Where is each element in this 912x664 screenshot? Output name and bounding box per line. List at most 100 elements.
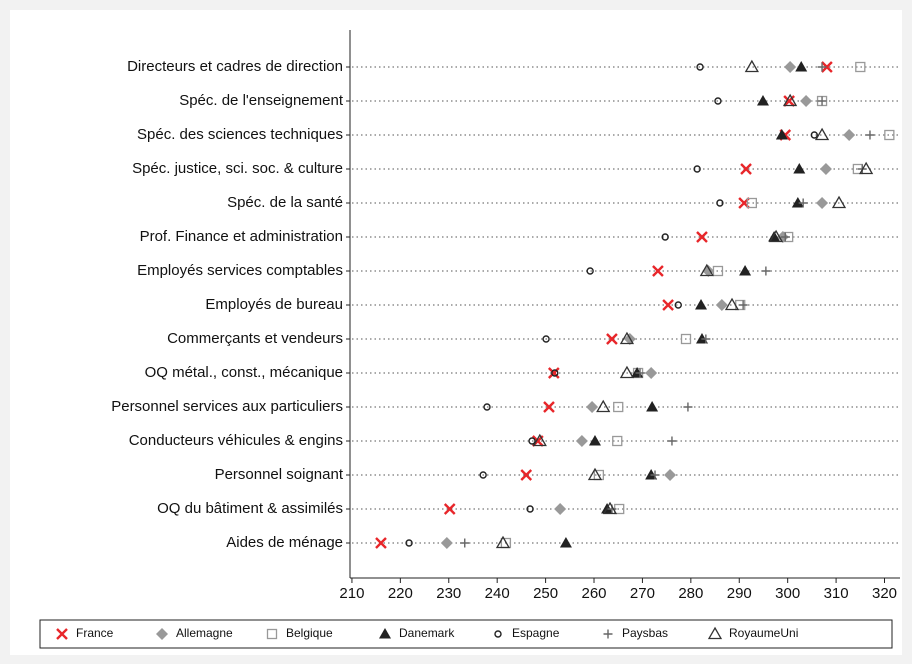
- dot-marker: [443, 503, 456, 515]
- dot-marker: [739, 265, 752, 276]
- dot-marker: [520, 469, 533, 481]
- y-tick-label: OQ du bâtiment & assimilés: [157, 500, 343, 517]
- dot-marker: [855, 61, 866, 73]
- dot-marker: [695, 333, 708, 344]
- dot-marker: [650, 470, 660, 480]
- marker-shape: [884, 129, 895, 141]
- dot-marker: [674, 301, 682, 309]
- y-tick-label: Directeurs et cadres de direction: [127, 58, 343, 75]
- marker-shape: [542, 335, 550, 343]
- marker-shape: [547, 367, 560, 379]
- x-tick-label: 210: [339, 585, 364, 602]
- dot-marker: [635, 368, 645, 378]
- dot-marker: [740, 163, 752, 175]
- marker-shape: [716, 199, 724, 207]
- dot-marker: [816, 197, 829, 209]
- dot-marker: [793, 163, 806, 174]
- dot-marker: [738, 300, 748, 310]
- x-tick-label: 310: [824, 585, 849, 602]
- y-tick-label: Conducteurs véhicules & engins: [129, 432, 343, 449]
- marker-shape: [551, 369, 559, 377]
- dot-marker: [775, 129, 788, 140]
- dot-marker: [667, 436, 677, 446]
- dot-marker: [791, 197, 804, 208]
- marker-shape: [602, 501, 618, 515]
- marker-shape: [587, 467, 603, 481]
- marker-shape: [701, 334, 711, 344]
- marker-shape: [695, 299, 708, 310]
- dot-marker: [782, 93, 798, 107]
- dot-marker: [526, 505, 534, 513]
- marker-shape: [816, 197, 829, 209]
- dot-marker: [843, 129, 856, 141]
- marker-shape: [520, 469, 533, 481]
- dot-marker: [680, 333, 692, 345]
- dot-marker: [695, 299, 708, 310]
- marker-shape: [612, 435, 623, 447]
- marker-shape: [440, 537, 453, 549]
- marker-shape: [443, 503, 456, 515]
- marker-shape: [266, 628, 278, 640]
- y-tick-label: Aides de ménage: [226, 534, 343, 551]
- dot-marker: [795, 61, 808, 72]
- legend-label: Allemagne: [176, 626, 233, 640]
- marker-shape: [588, 435, 601, 446]
- marker-shape: [156, 628, 168, 640]
- marker-shape: [528, 437, 536, 445]
- dot-marker: [483, 403, 491, 411]
- marker-shape: [761, 266, 771, 276]
- marker-shape: [532, 433, 547, 447]
- marker-shape: [379, 628, 391, 639]
- y-tick-label: Personnel services aux particuliers: [111, 398, 343, 415]
- marker-shape: [661, 233, 669, 241]
- marker-shape: [375, 537, 387, 549]
- dot-marker: [543, 401, 555, 413]
- dot-marker: [661, 233, 669, 241]
- marker-shape: [693, 165, 701, 173]
- x-tick-label: 290: [727, 585, 752, 602]
- dot-marker: [701, 334, 711, 344]
- marker-shape: [843, 129, 856, 141]
- dot-marker: [547, 367, 560, 379]
- x-tick-label: 220: [388, 585, 413, 602]
- marker-shape: [783, 95, 795, 107]
- dot-marker: [645, 469, 658, 480]
- marker-shape: [495, 535, 511, 549]
- dot-marker: [645, 367, 658, 379]
- marker-shape: [586, 401, 599, 413]
- dot-marker: [559, 537, 572, 548]
- marker-shape: [791, 197, 804, 208]
- marker-shape: [707, 626, 723, 640]
- legend-label: RoyaumeUni: [729, 626, 798, 640]
- marker-shape: [810, 131, 819, 139]
- dot-marker: [724, 297, 740, 311]
- y-tick-label: Spéc. de la santé: [227, 194, 343, 211]
- dot-marker: [756, 95, 769, 106]
- dot-marker: [554, 503, 567, 515]
- marker-shape: [696, 231, 708, 243]
- marker-shape: [817, 96, 827, 106]
- marker-shape: [699, 263, 714, 277]
- y-tick-label: Prof. Finance et administration: [140, 228, 343, 245]
- legend-label: Paysbas: [622, 626, 668, 640]
- marker-shape: [680, 333, 692, 345]
- marker-shape: [793, 163, 806, 174]
- marker-shape: [645, 367, 658, 379]
- dot-marker: [768, 229, 784, 243]
- marker-shape: [784, 61, 797, 73]
- marker-shape: [667, 436, 677, 446]
- legend-marker: [707, 626, 723, 640]
- marker-shape: [821, 61, 833, 73]
- dot-marker: [699, 263, 714, 277]
- dot-marker: [761, 266, 771, 276]
- dot-marker: [714, 97, 722, 105]
- x-tick-label: 260: [581, 585, 606, 602]
- marker-shape: [554, 503, 567, 515]
- marker-shape: [650, 470, 660, 480]
- marker-shape: [683, 402, 693, 412]
- dot-marker: [865, 130, 875, 140]
- marker-shape: [714, 97, 722, 105]
- dot-marker: [606, 333, 618, 345]
- dot-marker: [664, 469, 677, 481]
